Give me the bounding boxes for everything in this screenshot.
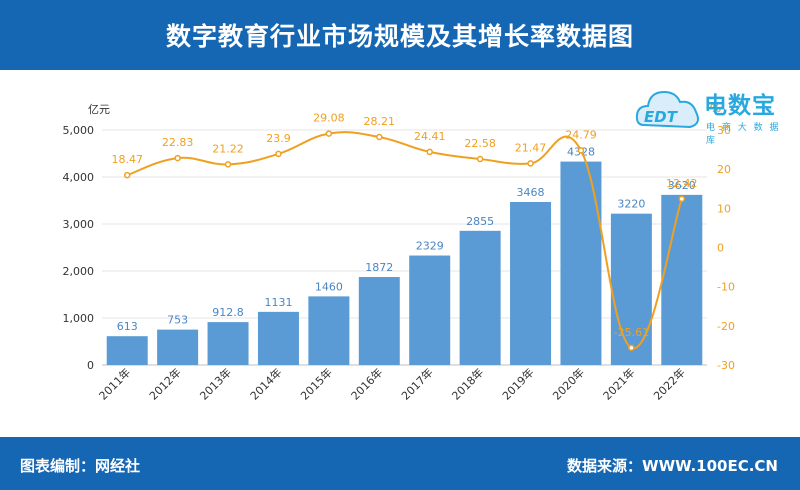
x-tick-label: 2017年 xyxy=(398,365,435,402)
bar-value-label: 3620 xyxy=(668,179,696,192)
y-left-tick-label: 1,000 xyxy=(63,312,95,325)
bar-value-label: 912.8 xyxy=(212,306,244,319)
chart-title: 数字教育行业市场规模及其增长率数据图 xyxy=(165,22,634,51)
line-value-label: 21.47 xyxy=(515,141,547,154)
x-tick-label: 2018年 xyxy=(449,365,486,402)
bar xyxy=(106,336,148,365)
x-tick-label: 2015年 xyxy=(298,365,335,402)
line-point xyxy=(577,147,585,154)
bar xyxy=(358,277,400,365)
bar-value-label: 1872 xyxy=(365,261,393,274)
x-tick-label: 2014年 xyxy=(247,365,284,402)
y-left-axis-label: 亿元 xyxy=(88,103,110,116)
bar xyxy=(510,202,552,365)
line-point xyxy=(123,171,131,179)
y-right-tick-label: -30 xyxy=(717,359,735,372)
bar xyxy=(157,329,199,365)
line-value-label: 22.58 xyxy=(464,137,496,150)
bar-value-label: 1460 xyxy=(315,280,343,293)
line-point xyxy=(376,133,383,141)
bar xyxy=(308,296,350,365)
line-value-label: 22.83 xyxy=(162,136,194,149)
x-tick-label: 2022年 xyxy=(650,365,687,402)
bar xyxy=(459,230,501,365)
line-point xyxy=(527,160,534,167)
cloud-logo-icon: EDT xyxy=(635,90,699,129)
x-tick-label: 2013年 xyxy=(197,365,234,402)
logo-subtitle: 电 商 大 数 据 库 xyxy=(706,123,781,146)
y-right-tick-label: 10 xyxy=(717,202,731,215)
chart-title-bar: 数字教育行业市场规模及其增长率数据图 xyxy=(0,0,800,70)
line-value-label: 21.22 xyxy=(212,142,244,155)
y-right-tick-label: 20 xyxy=(717,163,731,176)
x-tick-label: 2012年 xyxy=(146,365,183,402)
line-value-label: 24.41 xyxy=(414,130,446,143)
line-point xyxy=(174,154,181,162)
y-left-tick-label: 4,000 xyxy=(63,171,95,184)
line-point xyxy=(426,148,433,156)
y-right-tick-label: -20 xyxy=(717,320,735,333)
bar-value-label: 753 xyxy=(167,314,188,327)
bar-value-label: 3468 xyxy=(517,186,545,199)
bar xyxy=(661,194,703,365)
y-right-tick-label: 30 xyxy=(717,124,731,137)
footer-bar: 图表编制：网经社 数据来源：WWW.100EC.CN xyxy=(0,437,800,490)
footer-author: 图表编制：网经社 xyxy=(20,457,141,475)
bar-value-label: 2855 xyxy=(466,215,494,228)
bar-value-label: 2329 xyxy=(416,240,444,253)
bar-value-label: 1131 xyxy=(264,296,292,309)
x-tick-label: 2019年 xyxy=(499,365,536,402)
y-left-tick-label: 3,000 xyxy=(63,218,95,231)
line-value-label: 24.79 xyxy=(565,128,597,141)
y-right-tick-label: -10 xyxy=(717,281,735,294)
line-value-label: 23.9 xyxy=(266,132,291,145)
y-left-tick-label: 5,000 xyxy=(63,124,95,137)
line-value-label: 29.08 xyxy=(313,112,345,125)
y-left-tick-label: 2,000 xyxy=(63,265,95,278)
x-tick-label: 2011年 xyxy=(96,365,133,402)
bar-value-label: 613 xyxy=(117,320,138,333)
svg-text:EDT: EDT xyxy=(644,108,679,126)
line-point xyxy=(275,150,282,158)
x-tick-label: 2016年 xyxy=(348,365,385,402)
line-value-label: 28.21 xyxy=(364,115,396,128)
bar-value-label: 3220 xyxy=(617,198,645,211)
bar xyxy=(409,255,451,365)
line-point xyxy=(224,161,232,168)
line-value-label: 18.47 xyxy=(111,153,143,166)
bar xyxy=(560,161,602,365)
y-right-tick-label: 0 xyxy=(717,242,724,255)
line-value-label: -25.61 xyxy=(614,326,649,339)
logo-name: 电数宝 xyxy=(704,93,776,119)
line-point xyxy=(678,195,686,203)
line-point xyxy=(628,344,635,352)
line-point xyxy=(476,155,484,163)
line-value-label: 12.42 xyxy=(666,177,698,190)
y-right-axis-label: % xyxy=(710,102,721,115)
line-point xyxy=(325,130,333,137)
dianshubao-logo: EDT 电数宝 电 商 大 数 据 库 xyxy=(634,80,794,146)
footer-source: 数据来源：WWW.100EC.CN xyxy=(567,457,778,475)
x-tick-label: 2021年 xyxy=(600,365,637,402)
bar xyxy=(610,213,652,365)
bar xyxy=(207,322,249,365)
bar xyxy=(257,311,299,365)
x-tick-label: 2020年 xyxy=(550,365,587,402)
y-left-tick-label: 0 xyxy=(87,359,94,372)
